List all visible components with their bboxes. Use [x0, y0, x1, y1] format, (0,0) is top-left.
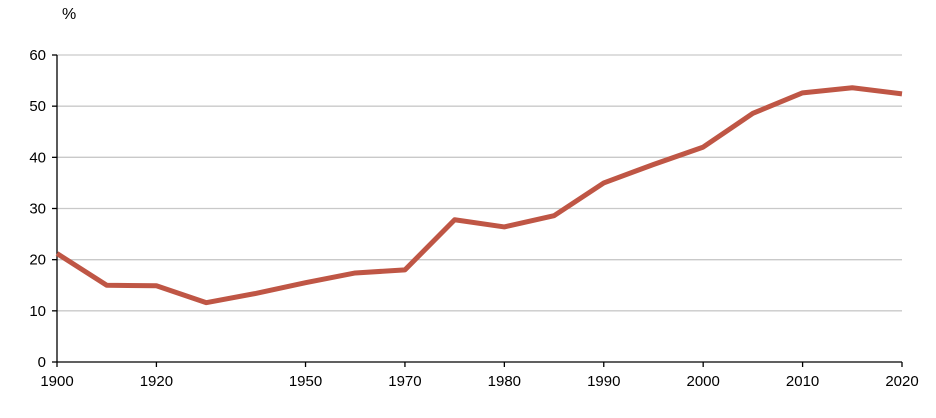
x-tick-label: 1950 — [289, 373, 322, 390]
y-axis-unit-label: % — [62, 6, 77, 23]
y-tick-label: 40 — [29, 149, 46, 166]
x-tick-label: 1980 — [488, 373, 521, 390]
x-tick-label: 1970 — [388, 373, 421, 390]
y-tick-label: 50 — [29, 98, 46, 115]
y-tick-label: 60 — [29, 47, 46, 64]
x-tick-label: 1920 — [140, 373, 173, 390]
data-line — [55, 85, 903, 306]
y-tick-label: 10 — [29, 303, 46, 320]
x-tick-label: 2010 — [786, 373, 819, 390]
x-tick-label: 1990 — [587, 373, 620, 390]
y-tick-label: 0 — [38, 354, 46, 371]
y-tick-label: 30 — [29, 201, 46, 218]
x-tick-label: 2000 — [686, 373, 719, 390]
x-tick-label: 2020 — [885, 373, 918, 390]
x-tick-label: 1900 — [40, 373, 73, 390]
y-tick-label: 20 — [29, 252, 46, 269]
